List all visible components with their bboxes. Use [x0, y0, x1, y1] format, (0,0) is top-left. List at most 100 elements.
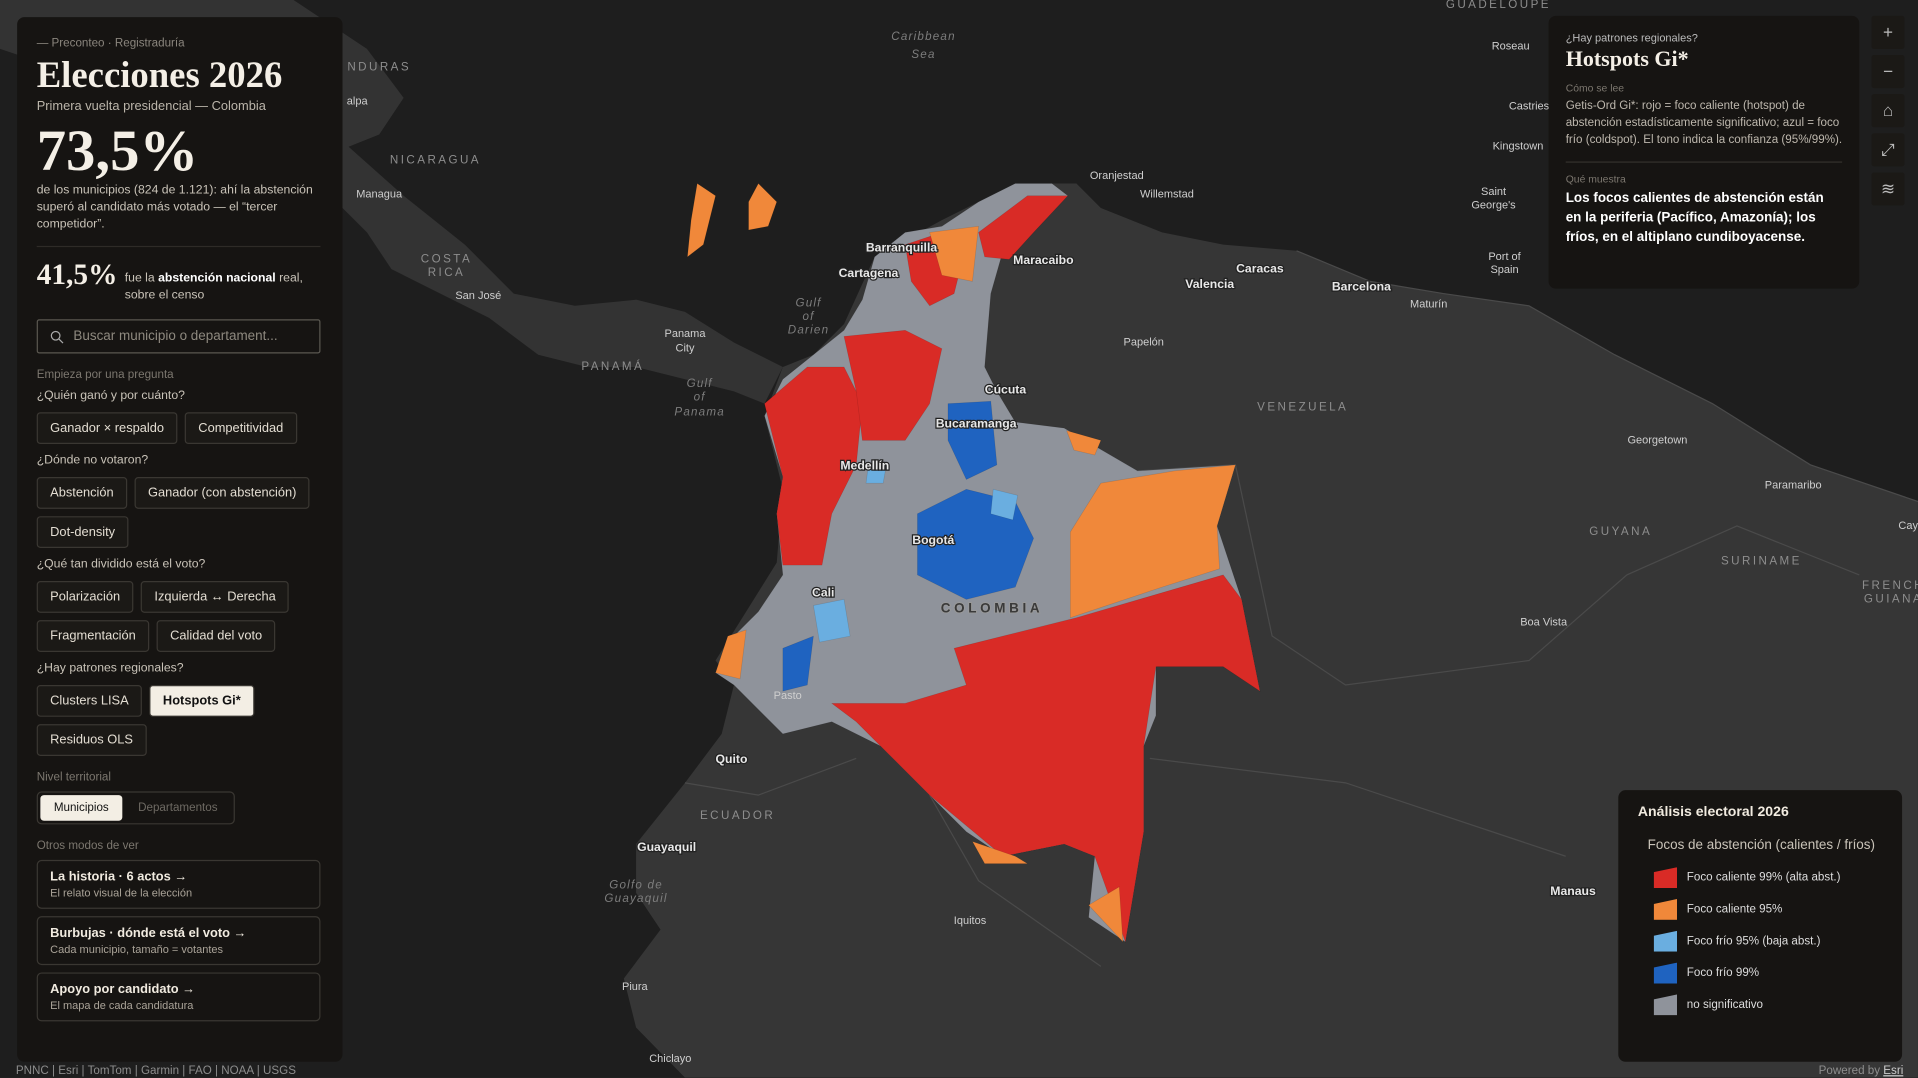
- region: [813, 599, 851, 643]
- title: Elecciones 2026: [36, 55, 283, 96]
- powered-link[interactable]: Esri: [1883, 1064, 1904, 1078]
- home[interactable]: ⌂: [1871, 94, 1905, 128]
- map-label: Pasto: [774, 690, 802, 702]
- mode-subtitle: Cada municipio, tamaño = votantes: [50, 943, 224, 956]
- region: [990, 488, 1019, 521]
- map-label: of: [694, 391, 707, 404]
- map-label: Cay: [1898, 520, 1918, 532]
- map-label: GUYANA: [1589, 525, 1652, 538]
- map-label: FRENCH: [1862, 579, 1918, 592]
- powered-text: Powered by: [1818, 1064, 1881, 1078]
- view-button[interactable]: Hotspots Gi*: [149, 684, 255, 717]
- info-panel: ¿Hay patrones regionales? Hotspots Gi* C…: [1548, 15, 1860, 289]
- swatch: [1653, 962, 1678, 984]
- map-label: Caribbean: [891, 30, 956, 43]
- map-label: GUADELOUPE: [1446, 0, 1551, 11]
- level-option[interactable]: Municipios: [40, 795, 123, 821]
- view-button[interactable]: Calidad del voto: [156, 620, 276, 652]
- fullscreen[interactable]: ⤢: [1871, 133, 1905, 167]
- region: [764, 366, 863, 566]
- map-label: Guayaquil: [637, 840, 696, 854]
- map-label: Maturín: [1410, 298, 1447, 310]
- legend-swatch: [1653, 867, 1678, 889]
- swatch: [1653, 994, 1678, 1016]
- view-button[interactable]: Polarización: [36, 581, 134, 613]
- legend-subtitle: Focos de abstención (calientes / fríos): [1647, 837, 1876, 853]
- swatch: [1653, 867, 1678, 889]
- region: [978, 195, 1069, 260]
- map-label: NDURAS: [347, 60, 411, 73]
- text: real, sobre el censo: [124, 271, 303, 303]
- bold-text: abstención nacional: [158, 271, 276, 286]
- region: [929, 225, 979, 282]
- legend-swatch: [1653, 994, 1678, 1016]
- button-row: Polarización Izquierda ↔ Derecha Fragmenta…: [36, 581, 321, 652]
- map-label: RICA: [428, 266, 466, 279]
- button-row: Clusters LISA Hotspots Gi* Residuos OLS: [36, 684, 321, 756]
- button-row: Ganador × respaldo Competitividad: [36, 412, 321, 445]
- view-button[interactable]: Residuos OLS: [36, 724, 147, 756]
- map-label: Manaus: [1550, 884, 1596, 898]
- legend-item: Foco caliente 95%: [1653, 899, 1883, 920]
- map-label: Managua: [356, 188, 403, 200]
- map-label: Medellín: [840, 458, 889, 472]
- zoom-in[interactable]: +: [1871, 15, 1905, 49]
- swatch: [1653, 899, 1678, 920]
- legend-item: no significativo: [1653, 994, 1883, 1016]
- map-label: PANAMÁ: [581, 360, 644, 373]
- view-button[interactable]: Dot-density: [36, 516, 129, 548]
- legend-item: Foco frío 95% (baja abst.): [1653, 930, 1883, 952]
- view-button[interactable]: Ganador × respaldo: [36, 412, 178, 445]
- map-label: Spain: [1490, 264, 1518, 276]
- legend-title: Análisis electoral 2026: [1637, 804, 1789, 820]
- view-button[interactable]: Ganador (con abstención): [134, 477, 310, 509]
- map-label: Barcelona: [1332, 280, 1391, 294]
- info-title: Hotspots Gi*: [1565, 46, 1689, 71]
- legend: Análisis electoral 2026 Focos de abstenc…: [1618, 790, 1903, 1062]
- view-button[interactable]: Izquierda ↔ Derecha: [140, 581, 290, 613]
- search-box[interactable]: Buscar municipio o departament...: [36, 319, 321, 354]
- map-label: Kingstown: [1493, 141, 1544, 153]
- map-label: Bucaramanga: [936, 417, 1017, 431]
- map-label: Cúcuta: [985, 382, 1027, 396]
- level-option[interactable]: Departamentos: [138, 801, 218, 815]
- map-label: Sea: [911, 48, 935, 61]
- map-label: Paramaribo: [1765, 480, 1822, 492]
- map-label: VENEZUELA: [1257, 400, 1348, 413]
- map-label: Willemstad: [1140, 188, 1194, 200]
- map-label: Golfo de: [609, 879, 663, 892]
- secondary-text: fue la abstención nacional real, sobre e…: [125, 270, 321, 304]
- region: [830, 574, 1261, 944]
- mode-subtitle: El relato visual de la elección: [50, 886, 193, 900]
- how-label: Cómo se lee: [1565, 81, 1625, 95]
- map-label: Panama: [664, 328, 706, 340]
- region: [748, 182, 778, 231]
- map-label: Castries: [1509, 100, 1550, 112]
- view-button[interactable]: Fragmentación: [36, 620, 150, 652]
- other-label: Otros modos de ver: [36, 839, 139, 853]
- question-groups: ¿Quién ganó y por cuánto? Ganador × respa…: [36, 389, 321, 756]
- view-button[interactable]: Clusters LISA: [36, 684, 143, 717]
- legend-label: Foco caliente 95%: [1686, 902, 1783, 917]
- level-toggle: Municipios Departamentos: [36, 791, 235, 825]
- zoom-out[interactable]: −: [1871, 55, 1905, 89]
- view-button[interactable]: Competitividad: [184, 412, 297, 445]
- legend-label: Foco frío 95% (baja abst.): [1686, 934, 1821, 948]
- region: [715, 629, 747, 680]
- mode-card[interactable]: Apoyo por candidato → El mapa de cada can…: [36, 972, 321, 1022]
- map-label: Saint: [1481, 186, 1506, 198]
- view-button[interactable]: Abstención: [36, 477, 128, 509]
- map-label: Valencia: [1185, 277, 1234, 291]
- search-icon: [50, 330, 64, 343]
- region: [782, 635, 814, 692]
- powered-by: Powered by Esri: [1819, 1064, 1904, 1077]
- map-label: Cali: [812, 585, 834, 599]
- map-label: Oranjestad: [1090, 170, 1144, 182]
- mode-card[interactable]: La historia · 6 actos → El relato visual …: [36, 859, 321, 909]
- layers[interactable]: ≋: [1871, 172, 1905, 206]
- mode-title: Apoyo por candidato →: [50, 982, 196, 997]
- map-label: Boa Vista: [1520, 617, 1568, 629]
- subtitle: Primera vuelta presidencial — Colombia: [36, 99, 266, 114]
- mode-card[interactable]: Burbujas · dónde está el voto → Cada muni…: [36, 916, 321, 966]
